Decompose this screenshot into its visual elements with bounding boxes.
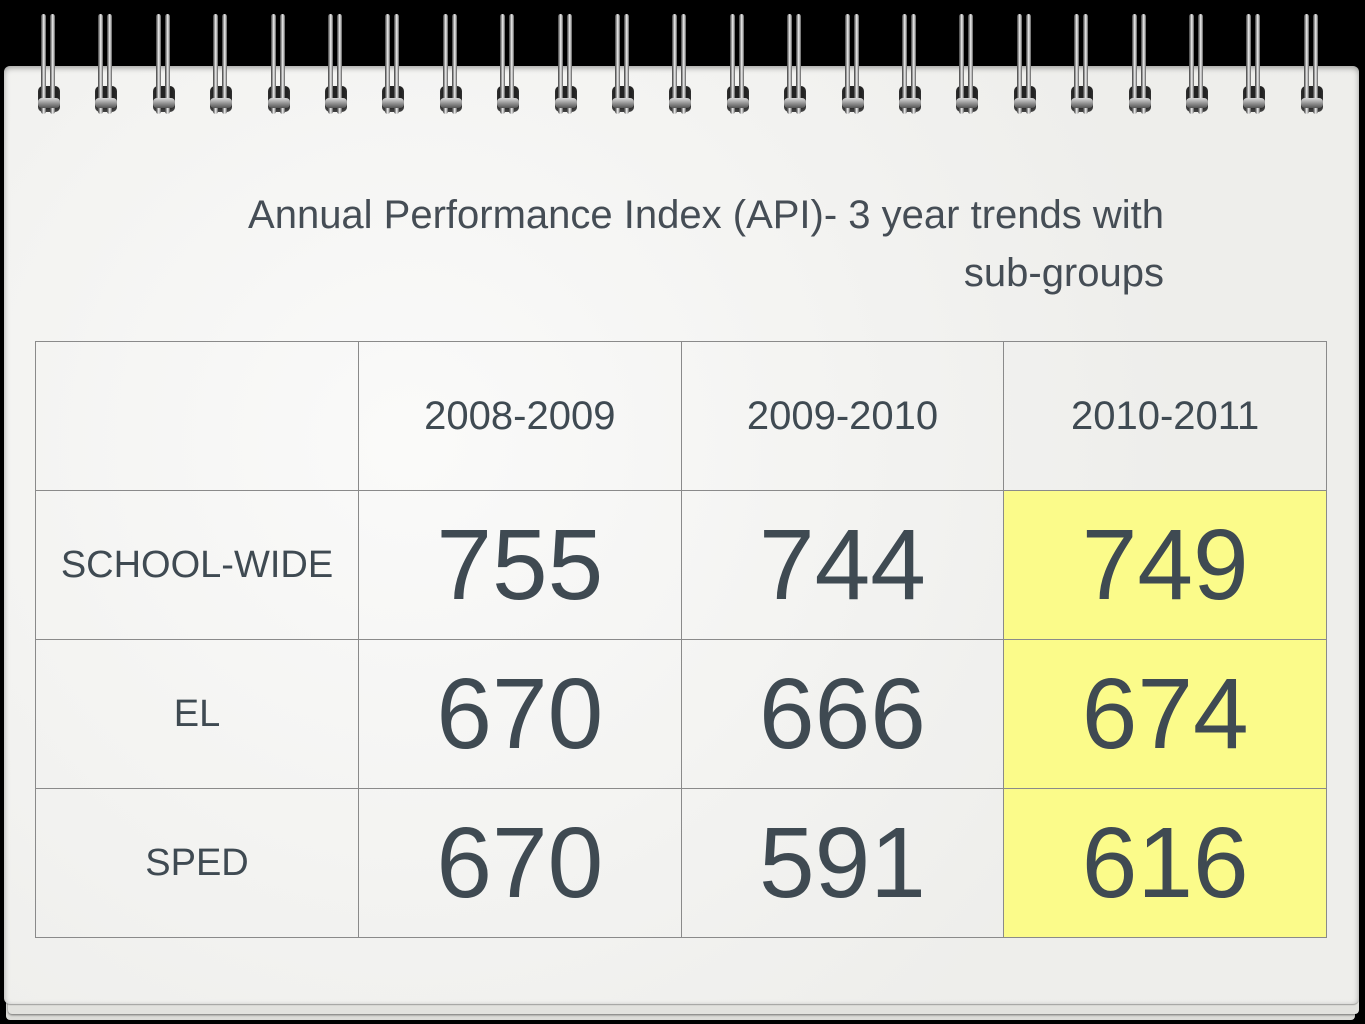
spiral-binding [0, 0, 1365, 120]
cell-school-wide-2010-2011: 749 [1003, 490, 1327, 640]
spiral-ring-icon [1129, 14, 1151, 118]
spiral-ring-icon [382, 14, 404, 118]
spiral-ring-icon [842, 14, 864, 118]
spiral-ring-icon [497, 14, 519, 118]
spiral-ring-icon [784, 14, 806, 118]
table-header-row: 2008-2009 2009-2010 2010-2011 [35, 341, 1327, 491]
column-header-2008-2009: 2008-2009 [358, 341, 682, 491]
cell-school-wide-2009-2010: 744 [680, 490, 1005, 640]
table-row-sped: SPED 670 591 616 [35, 788, 1327, 938]
spiral-ring-icon [1071, 14, 1093, 118]
spiral-ring-icon [899, 14, 921, 118]
slide-title: Annual Performance Index (API)- 3 year t… [248, 193, 1164, 295]
spiral-ring-icon [325, 14, 347, 118]
spiral-ring-icon [1243, 14, 1265, 118]
api-trends-table: 2008-2009 2009-2010 2010-2011 SCHOOL-WID… [35, 341, 1327, 938]
table-row-school-wide: SCHOOL-WIDE 755 744 749 [35, 490, 1327, 640]
row-label-el: EL [35, 639, 359, 789]
spiral-ring-icon [95, 14, 117, 118]
spiral-ring-icon [956, 14, 978, 118]
spiral-ring-icon [210, 14, 232, 118]
cell-sped-2010-2011: 616 [1003, 788, 1327, 938]
cell-sped-2009-2010: 591 [680, 788, 1005, 938]
row-label-sped: SPED [35, 788, 359, 938]
cell-sped-2008-2009: 670 [358, 788, 682, 938]
cell-school-wide-2008-2009: 755 [358, 490, 682, 640]
table-row-el: EL 670 666 674 [35, 639, 1327, 789]
cell-el-2008-2009: 670 [358, 639, 682, 789]
spiral-ring-icon [268, 14, 290, 118]
spiral-ring-icon [1014, 14, 1036, 118]
cell-el-2010-2011: 674 [1003, 639, 1327, 789]
row-label-school-wide: SCHOOL-WIDE [35, 490, 359, 640]
spiral-ring-icon [1186, 14, 1208, 118]
column-header-2010-2011: 2010-2011 [1003, 341, 1327, 491]
spiral-ring-icon [612, 14, 634, 118]
table-corner-cell [35, 341, 359, 491]
column-header-2009-2010: 2009-2010 [680, 341, 1005, 491]
spiral-ring-icon [727, 14, 749, 118]
spiral-ring-icon [38, 14, 60, 118]
cell-el-2009-2010: 666 [680, 639, 1005, 789]
spiral-ring-icon [1301, 14, 1323, 118]
spiral-ring-icon [555, 14, 577, 118]
spiral-ring-icon [440, 14, 462, 118]
spiral-ring-icon [669, 14, 691, 118]
spiral-ring-icon [153, 14, 175, 118]
